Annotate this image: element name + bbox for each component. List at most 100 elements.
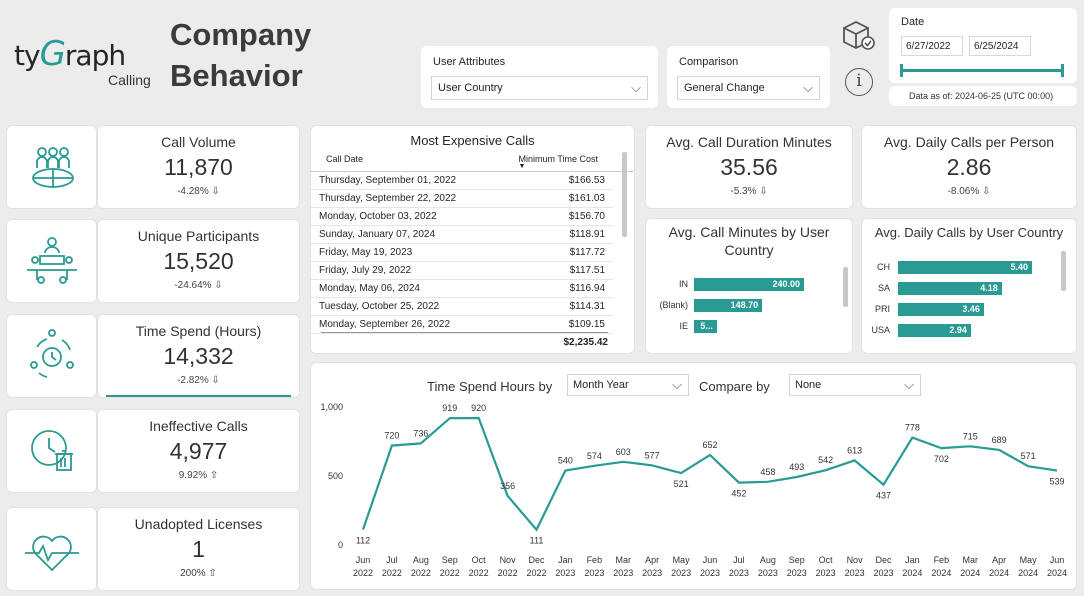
table-scrollbar[interactable]	[622, 152, 627, 237]
x-tick-year-label: 2022	[382, 568, 402, 578]
kpi-title: Ineffective Calls	[149, 418, 248, 434]
chart-scrollbar[interactable]	[1061, 251, 1066, 291]
data-label: 458	[760, 467, 775, 477]
x-tick-year-label: 2023	[787, 568, 807, 578]
bar[interactable]: 148.70	[694, 299, 763, 312]
package-verified-icon[interactable]	[840, 18, 876, 52]
table-row[interactable]: Friday, May 19, 2023 $117.72	[311, 244, 613, 262]
data-label: 715	[963, 431, 978, 441]
table-row[interactable]: Monday, September 26, 2022 $109.15	[311, 316, 613, 334]
slider-handle-start[interactable]	[900, 64, 903, 77]
x-tick-year-label: 2022	[469, 568, 489, 578]
column-header-call-date[interactable]: Call Date	[326, 154, 364, 164]
chart-title: Avg. Call Minutes by User Country	[668, 224, 830, 258]
time-spend-card[interactable]: Time Spend (Hours) 14,332 -2.82% ⇩	[97, 314, 300, 398]
x-tick-label: Jun	[703, 555, 718, 565]
x-tick-year-label: 2023	[700, 568, 720, 578]
cost-cell: $117.72	[569, 247, 605, 258]
call-volume-card: Call Volume 11,870 -4.28% ⇩	[97, 125, 300, 209]
call-date-cell: Friday, July 29, 2022	[319, 265, 412, 276]
data-label: 112	[356, 536, 370, 546]
table-row[interactable]: Monday, October 03, 2022 $156.70	[311, 208, 613, 226]
data-label: 539	[1049, 477, 1064, 487]
user-attributes-label: User Attributes	[433, 56, 506, 68]
bar[interactable]: 4.18	[898, 282, 1002, 295]
kpi-value: 11,870	[164, 154, 233, 180]
x-tick-year-label: 2022	[353, 568, 373, 578]
kpi-delta: 200% ⇧	[180, 568, 217, 579]
x-tick-label: Feb	[587, 555, 603, 565]
info-icon[interactable]: i	[845, 68, 873, 96]
comparison-slicer: Comparison General Change ⌵	[667, 46, 830, 108]
call-volume-icon-tile	[6, 125, 97, 209]
table-row[interactable]: Monday, May 06, 2024 $116.94	[311, 280, 613, 298]
unadopted-licenses-icon-tile	[6, 507, 97, 591]
data-label: 437	[876, 491, 891, 501]
kpi-value: 15,520	[163, 248, 234, 274]
bar[interactable]: 5...	[694, 320, 717, 333]
chart-title: Time Spend Hours by	[427, 379, 553, 394]
table-row[interactable]: Sunday, January 07, 2024 $118.91	[311, 226, 613, 244]
date-range-slider[interactable]	[900, 64, 1064, 77]
data-label: 111	[530, 536, 544, 546]
line-plot: 0 500 1,000 112 Jun 2022 720 Jul 2022 736 Aug 2022 9…	[320, 402, 1067, 578]
cost-cell: $161.03	[568, 193, 605, 204]
date-start-input[interactable]: 6/27/2022	[901, 36, 963, 56]
kpi-delta: 9.92% ⇧	[178, 470, 219, 481]
people-globe-icon	[32, 147, 74, 188]
bar[interactable]: 5.40	[898, 261, 1032, 274]
tygraph-logo: tyGraph Calling	[12, 30, 162, 90]
table-row[interactable]: Tuesday, October 25, 2022 $114.31	[311, 298, 613, 316]
x-tick-label: Jul	[733, 555, 745, 565]
bar-category-label: USA	[871, 325, 890, 335]
bar-category-label: (Blank)	[659, 300, 688, 310]
cost-cell: $118.91	[569, 229, 605, 240]
table-row[interactable]: Thursday, September 01, 2022 $166.53	[311, 172, 613, 190]
bar[interactable]: 240.00	[694, 278, 804, 291]
x-tick-year-label: 2023	[729, 568, 749, 578]
kpi-title: Time Spend (Hours)	[135, 323, 262, 339]
chart-scrollbar[interactable]	[843, 267, 848, 307]
compare-by-dropdown[interactable]: None ⌵	[789, 374, 921, 396]
bar[interactable]: 2.94	[898, 324, 971, 337]
x-tick-year-label: 2024	[1018, 568, 1038, 578]
kpi-title: Avg. Call Duration Minutes	[666, 134, 832, 150]
x-tick-label: Aug	[760, 555, 776, 565]
x-tick-year-label: 2023	[845, 568, 865, 578]
slider-handle-end[interactable]	[1061, 64, 1064, 77]
call-date-cell: Monday, October 03, 2022	[319, 211, 437, 222]
y-tick-label: 0	[338, 540, 343, 550]
cost-cell: $117.51	[569, 265, 605, 276]
data-label: 542	[818, 455, 833, 465]
group-by-dropdown[interactable]: Month Year ⌵	[567, 374, 689, 396]
page-title: Company Behavior	[170, 17, 312, 93]
x-tick-label: Feb	[934, 555, 950, 565]
table-row[interactable]: Friday, July 29, 2022 $117.51	[311, 262, 613, 280]
kpi-value: 2.86	[946, 154, 992, 180]
x-tick-label: Jan	[905, 555, 920, 565]
bar-category-label: CH	[877, 262, 890, 272]
column-header-min-time-cost[interactable]: Minimum Time Cost ▼	[518, 154, 598, 170]
cost-cell: $166.53	[568, 175, 605, 186]
bar[interactable]: 3.46	[898, 303, 984, 316]
chevron-down-icon: ⌵	[803, 80, 813, 95]
data-label: 452	[731, 489, 746, 499]
kpi-value: 4,977	[169, 438, 228, 464]
unique-participants-card: Unique Participants 15,520 -24.64% ⇩	[97, 219, 300, 303]
user-attributes-dropdown[interactable]: User Country ⌵	[431, 76, 648, 100]
date-end-input[interactable]: 6/25/2024	[969, 36, 1031, 56]
table-row[interactable]: Thursday, September 22, 2022 $161.03	[311, 190, 613, 208]
data-label: 720	[384, 431, 399, 441]
series-line[interactable]	[361, 416, 1058, 532]
x-tick-label: Nov	[500, 555, 517, 565]
call-date-cell: Monday, September 26, 2022	[319, 319, 451, 330]
clock-trash-icon	[31, 430, 73, 471]
bars-container: CH 5.40 SA 4.18 PRI 3.46 USA 2.94	[862, 219, 1078, 355]
call-minutes-by-country-chart: Avg. Call Minutes by User Country IN 240.…	[645, 218, 853, 354]
x-tick-label: Sep	[789, 555, 805, 565]
selected-underline	[106, 395, 291, 397]
comparison-dropdown[interactable]: General Change ⌵	[677, 76, 820, 100]
x-tick-year-label: 2022	[411, 568, 431, 578]
x-tick-label: Apr	[645, 555, 659, 565]
chevron-down-icon: ⌵	[631, 80, 641, 95]
